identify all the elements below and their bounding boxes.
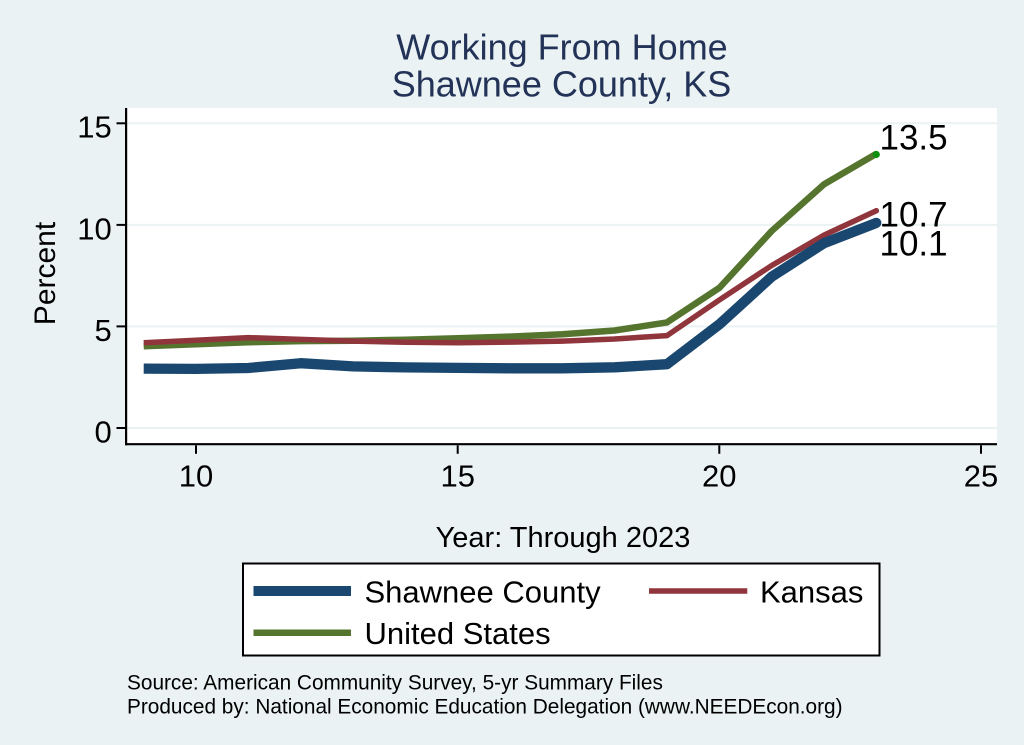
svg-text:10: 10 bbox=[77, 211, 111, 246]
svg-text:Percent: Percent bbox=[29, 221, 62, 325]
svg-text:Shawnee County, KS: Shawnee County, KS bbox=[392, 64, 732, 105]
svg-text:Working From Home: Working From Home bbox=[396, 27, 727, 68]
svg-text:10: 10 bbox=[179, 459, 213, 494]
svg-text:25: 25 bbox=[964, 459, 998, 494]
svg-text:Year: Through 2023: Year: Through 2023 bbox=[436, 522, 691, 554]
svg-text:Shawnee County: Shawnee County bbox=[365, 574, 602, 609]
svg-text:Produced by: National Economic: Produced by: National Economic Education… bbox=[127, 695, 843, 718]
svg-text:13.5: 13.5 bbox=[880, 119, 948, 158]
svg-text:20: 20 bbox=[702, 459, 736, 494]
svg-text:10.7: 10.7 bbox=[880, 196, 948, 235]
svg-text:15: 15 bbox=[440, 459, 474, 494]
svg-text:Kansas: Kansas bbox=[760, 574, 863, 609]
svg-text:Source: American Community Sur: Source: American Community Survey, 5-yr … bbox=[127, 671, 663, 694]
svg-text:0: 0 bbox=[94, 414, 111, 449]
svg-text:15: 15 bbox=[77, 110, 111, 145]
svg-text:10.1: 10.1 bbox=[880, 225, 948, 264]
svg-text:United States: United States bbox=[365, 616, 551, 651]
svg-text:5: 5 bbox=[94, 313, 111, 348]
